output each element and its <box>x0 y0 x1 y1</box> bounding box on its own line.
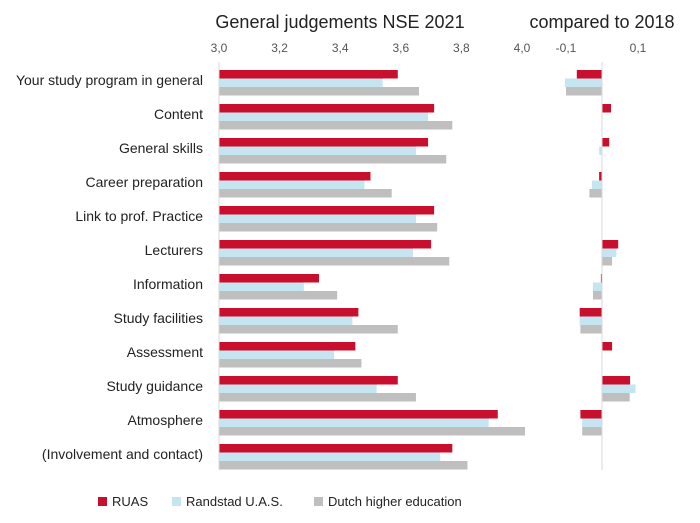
main-bars <box>219 70 526 470</box>
delta-bar-ruas <box>599 172 602 181</box>
delta-bar-randstad <box>579 316 602 325</box>
bar-randstad <box>219 452 441 461</box>
category-label: Lecturers <box>145 242 203 258</box>
bar-randstad <box>219 384 377 393</box>
delta-bar-dutch <box>582 427 602 436</box>
delta-bar-randstad <box>602 384 636 393</box>
legend-swatch-ruas <box>98 497 107 506</box>
main-x-tick-label: 3,4 <box>332 41 349 55</box>
bar-randstad <box>219 282 304 291</box>
delta-bar-dutch <box>589 189 602 198</box>
legend-swatch-dutch <box>314 497 323 506</box>
delta-bar-ruas <box>602 104 611 113</box>
delta-bar-ruas <box>602 240 619 249</box>
delta-bar-randstad <box>593 282 602 291</box>
delta-bar-ruas <box>602 342 613 351</box>
bar-dutch <box>219 427 526 436</box>
bar-ruas <box>219 410 498 419</box>
bar-randstad <box>219 112 429 121</box>
delta-x-tick-labels: -0,1 0,1 <box>556 41 647 55</box>
main-x-tick-label: 3,8 <box>453 41 470 55</box>
main-x-tick-label: 3,2 <box>271 41 288 55</box>
category-label: Study facilities <box>114 310 203 326</box>
main-chart-title: General judgements NSE 2021 <box>215 12 464 32</box>
bar-ruas <box>219 206 435 215</box>
bar-dutch <box>219 393 416 402</box>
bar-randstad <box>219 350 335 359</box>
bar-ruas <box>219 70 398 79</box>
bar-randstad <box>219 418 489 427</box>
delta-bar-dutch <box>602 393 630 402</box>
bar-ruas <box>219 342 356 351</box>
category-label: Atmosphere <box>128 412 204 428</box>
delta-bar-ruas <box>580 410 602 419</box>
bar-ruas <box>219 376 398 385</box>
bar-dutch <box>219 359 362 368</box>
category-label: Career preparation <box>85 174 203 190</box>
bar-dutch <box>219 325 398 334</box>
bar-dutch <box>219 155 447 164</box>
category-label: Content <box>154 106 203 122</box>
delta-x-tick-label: -0,1 <box>556 41 577 55</box>
delta-bar-ruas <box>579 308 602 317</box>
legend-label-dutch: Dutch higher education <box>328 494 462 509</box>
legend-label-randstad: Randstad U.A.S. <box>186 494 283 509</box>
bar-dutch <box>219 461 468 470</box>
main-x-tick-label: 3,6 <box>392 41 409 55</box>
main-x-tick-labels: 3,0 3,2 3,4 3,6 3,8 4,0 <box>211 41 531 55</box>
bar-randstad <box>219 180 365 189</box>
bar-ruas <box>219 138 429 147</box>
main-x-tick-label: 4,0 <box>514 41 531 55</box>
legend-label-ruas: RUAS <box>112 494 148 509</box>
category-label: Link to prof. Practice <box>75 208 203 224</box>
bar-dutch <box>219 87 419 96</box>
bar-ruas <box>219 240 432 249</box>
delta-bar-dutch <box>593 291 602 300</box>
bar-dutch <box>219 291 338 300</box>
delta-bars <box>564 70 636 436</box>
bar-randstad <box>219 146 416 155</box>
delta-bar-randstad <box>602 248 617 257</box>
category-labels: Your study program in general Content Gene… <box>16 72 203 462</box>
bar-randstad <box>219 248 413 257</box>
bar-ruas <box>219 444 453 453</box>
bar-randstad <box>219 214 416 223</box>
delta-bar-ruas <box>576 70 602 79</box>
bar-ruas <box>219 104 435 113</box>
delta-bar-randstad <box>582 418 602 427</box>
delta-bar-dutch <box>566 87 602 96</box>
bar-randstad <box>219 316 353 325</box>
bar-dutch <box>219 121 453 130</box>
category-label: General skills <box>119 140 203 156</box>
delta-bar-randstad <box>564 78 602 87</box>
legend-swatch-randstad <box>172 497 181 506</box>
delta-bar-randstad <box>599 146 602 155</box>
bar-dutch <box>219 223 438 232</box>
bar-ruas <box>219 308 359 317</box>
delta-x-tick-label: 0,1 <box>630 41 647 55</box>
delta-bar-dutch <box>602 257 613 266</box>
delta-bar-ruas <box>600 274 602 283</box>
bar-dutch <box>219 189 392 198</box>
delta-bar-ruas <box>602 376 631 385</box>
delta-bar-ruas <box>602 138 610 147</box>
category-label: Study guidance <box>106 378 203 394</box>
main-x-tick-label: 3,0 <box>211 41 228 55</box>
category-label: (Involvement and contact) <box>42 446 203 462</box>
delta-bar-randstad <box>591 180 602 189</box>
bar-ruas <box>219 274 319 283</box>
bar-randstad <box>219 78 383 87</box>
category-label: Assessment <box>127 344 203 360</box>
delta-chart-title: compared to 2018 <box>529 12 674 32</box>
category-label: Information <box>133 276 203 292</box>
delta-bar-dutch <box>580 325 602 334</box>
bar-ruas <box>219 172 371 181</box>
bar-dutch <box>219 257 450 266</box>
legend: RUAS Randstad U.A.S. Dutch higher educatio… <box>98 494 462 509</box>
category-label: Your study program in general <box>16 72 203 88</box>
